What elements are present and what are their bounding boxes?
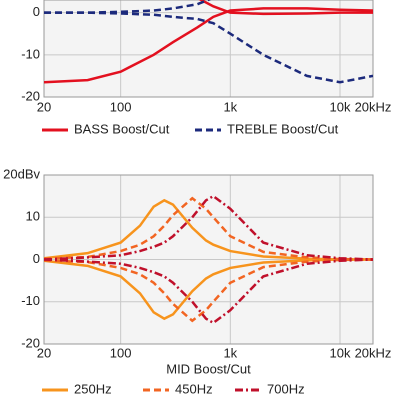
legend-label: 250Hz bbox=[74, 381, 112, 396]
series-line bbox=[44, 196, 373, 261]
plot-area bbox=[44, 0, 373, 97]
x-tick-label: 20 bbox=[37, 99, 51, 114]
x-tick-label: 100 bbox=[110, 99, 132, 114]
series-line bbox=[44, 258, 373, 323]
x-tick-label: 100 bbox=[110, 345, 132, 360]
y-tick-label: -20 bbox=[21, 335, 40, 350]
series-line bbox=[44, 194, 373, 261]
legend-label: 450Hz bbox=[175, 381, 213, 396]
y-tick-label: 0 bbox=[33, 4, 40, 19]
series-line bbox=[198, 0, 373, 16]
x-axis-label: MID Boost/Cut bbox=[166, 361, 251, 376]
y-tick-label: -10 bbox=[21, 293, 40, 308]
series-group bbox=[44, 0, 373, 84]
y-tick-label: -10 bbox=[21, 46, 40, 61]
series-line bbox=[44, 7, 373, 84]
series-line bbox=[44, 258, 373, 325]
y-tick-label: 20dBv bbox=[3, 166, 40, 181]
legend-label: 700Hz bbox=[267, 381, 305, 396]
x-tick-label: 10k bbox=[330, 99, 351, 114]
x-tick-label: 1k bbox=[223, 99, 237, 114]
y-tick-label: 10 bbox=[26, 209, 40, 224]
series-line bbox=[44, 11, 373, 84]
legend-label: BASS Boost/Cut bbox=[74, 121, 170, 136]
y-tick-label: -20 bbox=[21, 88, 40, 103]
x-tick-label: 10k bbox=[330, 345, 351, 360]
y-tick-label: 0 bbox=[33, 251, 40, 266]
series-group bbox=[44, 194, 373, 325]
series-line bbox=[44, 198, 373, 261]
x-tick-label: 1k bbox=[223, 345, 237, 360]
series-line bbox=[44, 258, 373, 321]
series-line bbox=[44, 0, 212, 14]
x-tick-label: 20 bbox=[37, 345, 51, 360]
legend-label: TREBLE Boost/Cut bbox=[227, 121, 339, 136]
x-tick-label: 20kHz bbox=[355, 99, 392, 114]
plot-frame bbox=[43, 0, 374, 98]
x-tick-label: 20kHz bbox=[355, 345, 392, 360]
